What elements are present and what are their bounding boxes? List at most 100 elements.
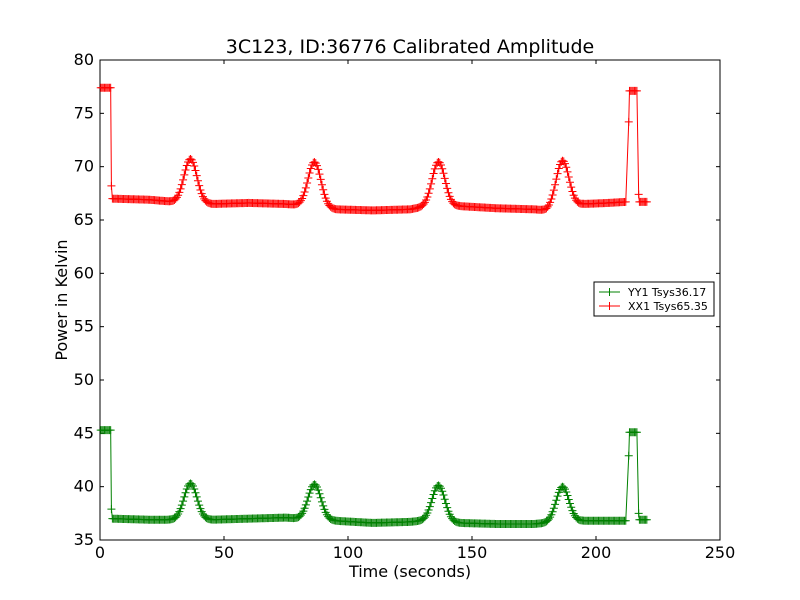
data-point-marker bbox=[561, 159, 569, 168]
data-point-marker bbox=[424, 189, 433, 198]
data-point-marker bbox=[301, 183, 310, 192]
data-point-marker bbox=[624, 117, 633, 126]
data-point-marker bbox=[632, 86, 641, 95]
data-point-marker bbox=[549, 186, 558, 195]
series-1 bbox=[96, 426, 651, 528]
data-point-marker bbox=[182, 161, 191, 170]
data-point-marker bbox=[548, 190, 557, 199]
x-tick-label: 100 bbox=[333, 543, 364, 562]
data-point-marker bbox=[319, 501, 328, 510]
data-point-marker bbox=[430, 164, 439, 173]
data-point-marker bbox=[181, 165, 190, 174]
data-point-marker bbox=[564, 173, 573, 181]
data-point-marker bbox=[548, 507, 557, 516]
data-point-marker bbox=[439, 491, 448, 500]
data-point-marker bbox=[192, 492, 201, 501]
x-tick-label: 250 bbox=[705, 543, 736, 562]
data-point-marker bbox=[305, 169, 314, 178]
data-point-marker bbox=[192, 171, 201, 180]
data-point-marker bbox=[296, 196, 305, 205]
data-point-marker bbox=[444, 188, 453, 197]
data-point-marker bbox=[180, 492, 189, 501]
y-tick-label: 45 bbox=[74, 423, 94, 442]
data-point-marker bbox=[316, 493, 325, 502]
data-point-marker bbox=[299, 191, 308, 200]
data-point-marker bbox=[304, 493, 313, 502]
data-point-marker bbox=[191, 166, 200, 175]
data-point-marker bbox=[549, 504, 558, 513]
x-tick-label: 0 bbox=[95, 543, 105, 562]
data-point-marker bbox=[632, 428, 641, 437]
data-point-marker bbox=[316, 175, 325, 184]
data-point-marker bbox=[429, 490, 438, 499]
data-point-marker bbox=[424, 506, 433, 515]
data-point-marker bbox=[429, 169, 438, 178]
data-point-marker bbox=[546, 198, 555, 207]
data-point-marker bbox=[642, 197, 651, 206]
data-point-marker bbox=[190, 161, 199, 170]
chart-title: 3C123, ID:36776 Calibrated Amplitude bbox=[226, 36, 594, 58]
data-point-marker bbox=[437, 161, 445, 170]
data-point-marker bbox=[438, 164, 447, 173]
data-point-marker bbox=[300, 188, 309, 197]
data-point-marker bbox=[317, 497, 326, 506]
data-point-marker bbox=[106, 83, 115, 92]
data-point-marker bbox=[642, 515, 651, 524]
data-point-marker bbox=[193, 176, 202, 185]
legend-label: YY1 Tsys36.17 bbox=[627, 286, 706, 299]
data-point-marker bbox=[172, 511, 181, 520]
data-point-marker bbox=[547, 195, 556, 204]
data-point-marker bbox=[563, 491, 572, 500]
data-point-marker bbox=[427, 179, 436, 188]
data-point-marker bbox=[423, 193, 432, 202]
data-point-marker bbox=[313, 161, 321, 170]
data-point-marker bbox=[563, 167, 572, 176]
data-point-marker bbox=[303, 497, 312, 506]
axes-frame bbox=[99, 59, 721, 541]
data-point-marker bbox=[107, 181, 116, 190]
y-tick-label: 80 bbox=[74, 50, 94, 69]
data-point-marker bbox=[554, 164, 563, 173]
y-tick-label: 75 bbox=[74, 103, 94, 122]
data-point-marker bbox=[567, 503, 576, 512]
data-point-marker bbox=[193, 497, 202, 506]
data-point-marker bbox=[181, 488, 190, 497]
data-point-marker bbox=[553, 492, 562, 501]
data-point-marker bbox=[306, 164, 315, 173]
data-point-marker bbox=[425, 184, 434, 193]
data-point-marker bbox=[551, 500, 560, 509]
data-point-marker bbox=[551, 180, 560, 189]
data-point-marker bbox=[553, 169, 562, 178]
data-point-marker bbox=[441, 179, 450, 188]
data-point-marker bbox=[428, 174, 437, 183]
data-point-marker bbox=[195, 181, 204, 190]
data-point-marker bbox=[443, 503, 452, 512]
data-point-marker bbox=[314, 486, 323, 494]
data-point-marker bbox=[301, 500, 310, 509]
data-point-marker bbox=[107, 505, 116, 514]
data-point-marker bbox=[177, 180, 186, 189]
y-tick-label: 65 bbox=[74, 210, 94, 229]
data-point-marker bbox=[440, 174, 449, 183]
data-point-marker bbox=[552, 175, 561, 184]
data-point-marker bbox=[195, 501, 204, 510]
data-point-marker bbox=[319, 185, 328, 194]
data-point-marker bbox=[634, 509, 643, 518]
data-point-marker bbox=[559, 483, 568, 492]
data-point-marker bbox=[189, 158, 197, 167]
data-point-marker bbox=[435, 482, 444, 491]
data-point-marker bbox=[314, 165, 323, 174]
data-point-marker bbox=[315, 489, 324, 498]
data-point-marker bbox=[564, 495, 573, 504]
data-point-marker bbox=[562, 487, 571, 496]
data-point-marker bbox=[565, 499, 574, 508]
y-tick-label: 50 bbox=[74, 370, 94, 389]
data-point-marker bbox=[177, 501, 186, 510]
x-axis-label: Time (seconds) bbox=[348, 562, 471, 581]
legend-box bbox=[593, 281, 715, 317]
y-tick-label: 60 bbox=[74, 263, 94, 282]
data-point-marker bbox=[440, 495, 449, 504]
data-point-marker bbox=[311, 481, 320, 490]
